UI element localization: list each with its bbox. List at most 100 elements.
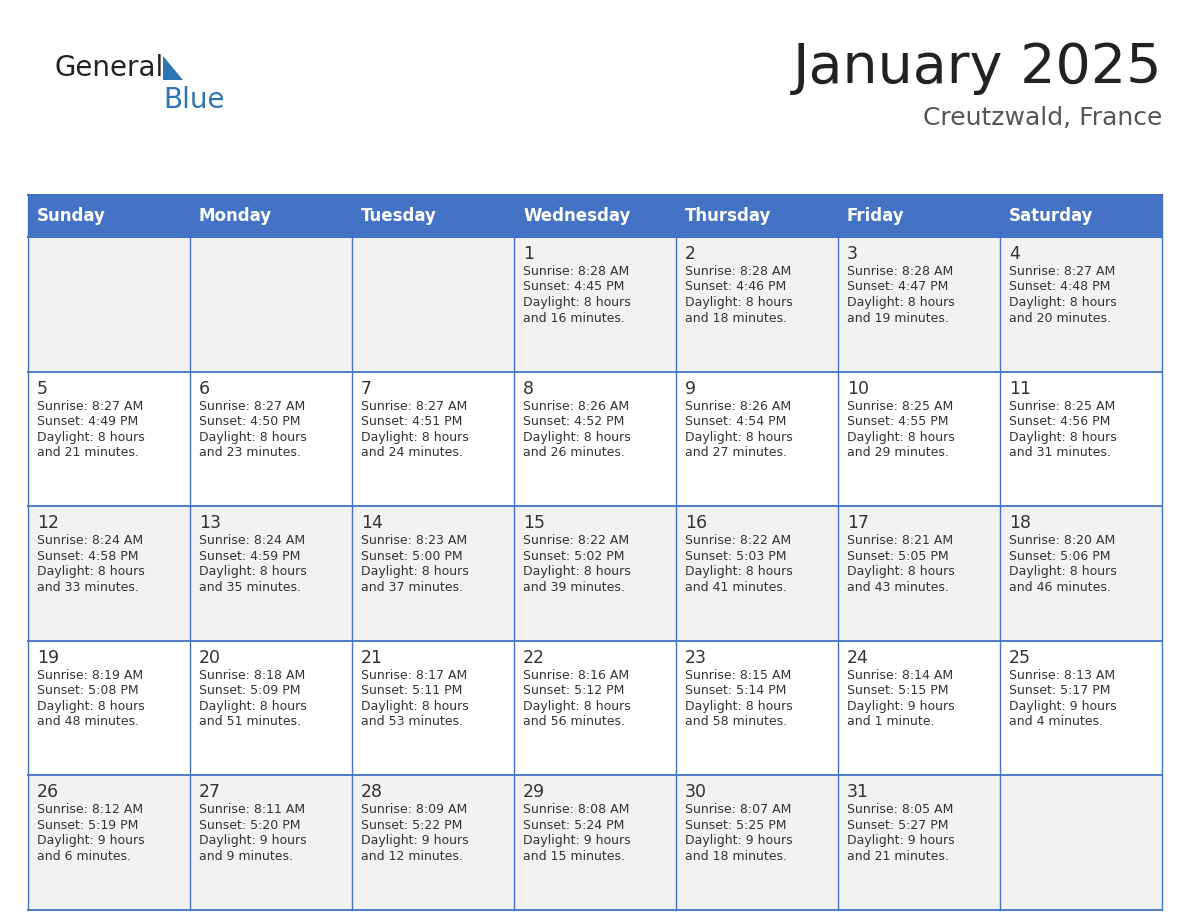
Text: Sunset: 4:55 PM: Sunset: 4:55 PM [847, 415, 948, 428]
Text: 6: 6 [200, 380, 210, 397]
Bar [514, 195, 676, 237]
Text: Sunrise: 8:07 AM: Sunrise: 8:07 AM [685, 803, 791, 816]
Text: 27: 27 [200, 783, 221, 801]
Text: Daylight: 8 hours: Daylight: 8 hours [200, 565, 307, 578]
Text: Sunset: 4:47 PM: Sunset: 4:47 PM [847, 281, 948, 294]
Text: Daylight: 8 hours: Daylight: 8 hours [1009, 296, 1117, 309]
Text: Sunset: 5:09 PM: Sunset: 5:09 PM [200, 684, 301, 698]
Bar [29, 195, 190, 237]
Text: Daylight: 9 hours: Daylight: 9 hours [37, 834, 145, 847]
Text: Sunset: 5:19 PM: Sunset: 5:19 PM [37, 819, 138, 832]
Text: Daylight: 9 hours: Daylight: 9 hours [523, 834, 631, 847]
Text: and 21 minutes.: and 21 minutes. [37, 446, 139, 459]
Text: Sunrise: 8:19 AM: Sunrise: 8:19 AM [37, 669, 143, 682]
Text: Sunset: 5:12 PM: Sunset: 5:12 PM [523, 684, 625, 698]
Text: Daylight: 8 hours: Daylight: 8 hours [37, 565, 145, 578]
Text: and 39 minutes.: and 39 minutes. [523, 581, 625, 594]
Text: Sunrise: 8:27 AM: Sunrise: 8:27 AM [361, 399, 467, 412]
Polygon shape [163, 56, 183, 80]
Text: Sunset: 5:06 PM: Sunset: 5:06 PM [1009, 550, 1111, 563]
Text: Sunrise: 8:22 AM: Sunrise: 8:22 AM [685, 534, 791, 547]
Text: Sunrise: 8:28 AM: Sunrise: 8:28 AM [685, 265, 791, 278]
Text: and 46 minutes.: and 46 minutes. [1009, 581, 1111, 594]
Text: January 2025: January 2025 [792, 41, 1162, 95]
Text: Daylight: 8 hours: Daylight: 8 hours [1009, 431, 1117, 443]
Text: Sunrise: 8:08 AM: Sunrise: 8:08 AM [523, 803, 630, 816]
Text: Daylight: 8 hours: Daylight: 8 hours [847, 296, 955, 309]
Text: Sunset: 4:56 PM: Sunset: 4:56 PM [1009, 415, 1111, 428]
Text: 13: 13 [200, 514, 221, 532]
Bar [676, 195, 838, 237]
Text: Sunrise: 8:28 AM: Sunrise: 8:28 AM [847, 265, 953, 278]
Text: Sunset: 5:08 PM: Sunset: 5:08 PM [37, 684, 139, 698]
Text: 10: 10 [847, 380, 868, 397]
Text: Daylight: 8 hours: Daylight: 8 hours [37, 431, 145, 443]
Text: Sunrise: 8:12 AM: Sunrise: 8:12 AM [37, 803, 143, 816]
Text: and 6 minutes.: and 6 minutes. [37, 850, 131, 863]
Text: and 4 minutes.: and 4 minutes. [1009, 715, 1102, 728]
Text: and 53 minutes.: and 53 minutes. [361, 715, 463, 728]
Text: 19: 19 [37, 649, 59, 666]
Text: Blue: Blue [163, 86, 225, 114]
Text: and 26 minutes.: and 26 minutes. [523, 446, 625, 459]
Text: and 37 minutes.: and 37 minutes. [361, 581, 463, 594]
Text: Sunrise: 8:18 AM: Sunrise: 8:18 AM [200, 669, 305, 682]
Text: Daylight: 8 hours: Daylight: 8 hours [685, 565, 792, 578]
Text: 20: 20 [200, 649, 221, 666]
Text: 8: 8 [523, 380, 533, 397]
Text: Sunset: 4:59 PM: Sunset: 4:59 PM [200, 550, 301, 563]
Text: 28: 28 [361, 783, 383, 801]
Text: Daylight: 9 hours: Daylight: 9 hours [361, 834, 468, 847]
Text: Sunset: 4:58 PM: Sunset: 4:58 PM [37, 550, 139, 563]
Bar [29, 372, 1162, 506]
Text: 1: 1 [523, 245, 533, 263]
Text: Sunset: 5:15 PM: Sunset: 5:15 PM [847, 684, 948, 698]
Text: Sunrise: 8:26 AM: Sunrise: 8:26 AM [523, 399, 630, 412]
Text: and 35 minutes.: and 35 minutes. [200, 581, 301, 594]
Text: 16: 16 [685, 514, 707, 532]
Text: 30: 30 [685, 783, 707, 801]
Text: Daylight: 8 hours: Daylight: 8 hours [523, 700, 631, 712]
Text: Sunset: 5:24 PM: Sunset: 5:24 PM [523, 819, 625, 832]
Text: Sunrise: 8:15 AM: Sunrise: 8:15 AM [685, 669, 791, 682]
Text: Daylight: 8 hours: Daylight: 8 hours [361, 565, 469, 578]
Text: Sunrise: 8:14 AM: Sunrise: 8:14 AM [847, 669, 953, 682]
Text: Daylight: 9 hours: Daylight: 9 hours [200, 834, 307, 847]
Text: 23: 23 [685, 649, 707, 666]
Text: and 18 minutes.: and 18 minutes. [685, 850, 786, 863]
Text: Creutzwald, France: Creutzwald, France [923, 106, 1162, 130]
Text: and 31 minutes.: and 31 minutes. [1009, 446, 1111, 459]
Text: Friday: Friday [847, 207, 904, 225]
Bar [29, 641, 1162, 776]
Text: and 12 minutes.: and 12 minutes. [361, 850, 463, 863]
Text: Tuesday: Tuesday [361, 207, 437, 225]
Bar [838, 195, 1000, 237]
Text: 21: 21 [361, 649, 383, 666]
Text: Daylight: 8 hours: Daylight: 8 hours [37, 700, 145, 712]
Text: and 16 minutes.: and 16 minutes. [523, 311, 625, 324]
Text: Sunrise: 8:23 AM: Sunrise: 8:23 AM [361, 534, 467, 547]
Text: Wednesday: Wednesday [523, 207, 631, 225]
Text: Sunrise: 8:27 AM: Sunrise: 8:27 AM [200, 399, 305, 412]
Text: 2: 2 [685, 245, 696, 263]
Text: 7: 7 [361, 380, 372, 397]
Text: Daylight: 8 hours: Daylight: 8 hours [200, 700, 307, 712]
Text: and 24 minutes.: and 24 minutes. [361, 446, 463, 459]
Text: 9: 9 [685, 380, 696, 397]
Bar [29, 506, 1162, 641]
Text: 24: 24 [847, 649, 868, 666]
Text: and 43 minutes.: and 43 minutes. [847, 581, 949, 594]
Text: and 23 minutes.: and 23 minutes. [200, 446, 301, 459]
Text: Sunset: 5:05 PM: Sunset: 5:05 PM [847, 550, 949, 563]
Text: Sunset: 4:49 PM: Sunset: 4:49 PM [37, 415, 138, 428]
Text: and 27 minutes.: and 27 minutes. [685, 446, 786, 459]
Text: and 51 minutes.: and 51 minutes. [200, 715, 301, 728]
Text: and 56 minutes.: and 56 minutes. [523, 715, 625, 728]
Text: Sunset: 5:11 PM: Sunset: 5:11 PM [361, 684, 462, 698]
Text: and 18 minutes.: and 18 minutes. [685, 311, 786, 324]
Text: Sunset: 4:51 PM: Sunset: 4:51 PM [361, 415, 462, 428]
Text: Daylight: 8 hours: Daylight: 8 hours [685, 296, 792, 309]
Text: Sunset: 4:52 PM: Sunset: 4:52 PM [523, 415, 625, 428]
Text: 31: 31 [847, 783, 868, 801]
Text: Sunrise: 8:05 AM: Sunrise: 8:05 AM [847, 803, 954, 816]
